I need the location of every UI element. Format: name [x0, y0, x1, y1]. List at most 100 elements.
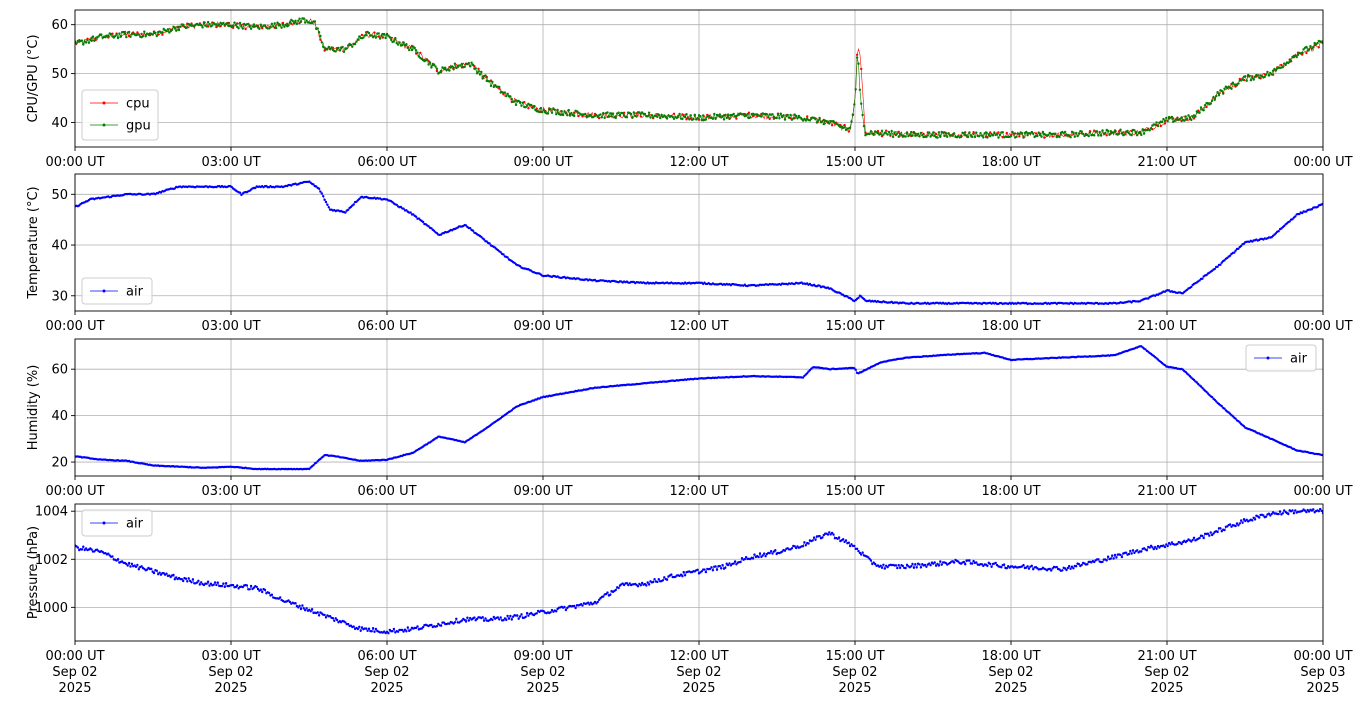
data-point [830, 124, 834, 127]
data-point [97, 35, 100, 38]
data-point [971, 135, 974, 139]
data-point [1120, 132, 1124, 135]
data-point [792, 117, 795, 120]
data-point [136, 563, 139, 567]
data-point [280, 26, 283, 29]
data-point [975, 561, 978, 564]
data-point [1312, 45, 1315, 49]
data-point [288, 600, 292, 604]
data-point [789, 113, 792, 117]
data-point [1176, 542, 1179, 546]
data-point [1305, 510, 1308, 514]
data-point [373, 34, 376, 37]
data-point [893, 131, 896, 134]
data-point [200, 24, 203, 27]
data-point [872, 133, 875, 137]
data-point [910, 130, 913, 134]
data-point [456, 66, 459, 69]
data-point [126, 564, 129, 567]
data-point [972, 559, 975, 563]
data-point [1288, 58, 1291, 61]
data-point [115, 33, 118, 36]
data-point [854, 88, 857, 91]
data-point [657, 113, 660, 117]
data-point [107, 552, 110, 555]
data-point [925, 135, 928, 139]
data-point [419, 51, 422, 55]
data-point [1105, 559, 1108, 562]
x-tick-label: 06:00 UT [357, 155, 416, 170]
data-point [109, 33, 113, 36]
data-point [1163, 119, 1167, 123]
data-point [249, 27, 253, 30]
data-point [352, 625, 355, 628]
data-point [600, 116, 604, 119]
data-point [1138, 132, 1142, 135]
data-point [316, 460, 319, 463]
data-point [252, 586, 256, 589]
data-point [1210, 99, 1214, 103]
data-point [1190, 540, 1193, 543]
data-point [297, 606, 300, 609]
data-point [395, 41, 398, 45]
data-point [270, 22, 274, 25]
data-point [603, 116, 606, 120]
data-point [588, 603, 591, 606]
data-point [1202, 109, 1205, 112]
data-point [782, 114, 785, 117]
data-point [1032, 568, 1035, 571]
data-point [345, 47, 348, 50]
data-point [416, 51, 419, 54]
data-point [918, 563, 921, 566]
data-point [1083, 134, 1086, 138]
data-point [848, 126, 852, 129]
data-point [688, 118, 691, 121]
data-point [1283, 224, 1286, 228]
data-point [1302, 48, 1305, 51]
data-point [947, 132, 950, 135]
data-point [220, 584, 224, 588]
x-tick-label: 00:00 UT Sep 02 2025 [45, 649, 104, 696]
data-point [1069, 136, 1072, 139]
data-point [726, 113, 730, 116]
data-point [1228, 254, 1232, 257]
data-point [251, 25, 254, 28]
data-point [1026, 134, 1029, 137]
data-point [1156, 124, 1160, 128]
data-point [502, 253, 505, 256]
data-point [934, 132, 938, 136]
y-tick-label: 50 [51, 188, 68, 203]
data-point [1036, 134, 1039, 138]
data-point [596, 600, 599, 604]
data-point [1320, 40, 1323, 43]
data-point [1223, 407, 1226, 410]
data-point [735, 117, 738, 120]
data-point [794, 546, 798, 550]
data-point [855, 56, 859, 59]
data-point [513, 100, 516, 103]
data-point [837, 536, 841, 539]
data-point [1278, 510, 1282, 513]
data-point [1009, 134, 1013, 138]
data-point [82, 545, 85, 548]
data-point [248, 588, 251, 591]
data-point [1183, 119, 1186, 122]
data-point [1190, 285, 1193, 289]
x-tick-label: 00:00 UT [1293, 319, 1352, 334]
data-point [980, 134, 984, 137]
data-point [765, 113, 769, 116]
data-point [1142, 132, 1146, 135]
data-point [1234, 417, 1237, 420]
data-point [570, 111, 573, 115]
data-point [1086, 563, 1089, 566]
data-point [161, 31, 164, 34]
data-point [595, 602, 598, 605]
data-point [208, 23, 211, 26]
data-point [492, 85, 495, 89]
data-point [1235, 84, 1239, 87]
data-point [984, 131, 988, 134]
y-tick-label: 50 [51, 67, 68, 82]
data-point [87, 41, 91, 44]
data-point [675, 116, 678, 120]
data-point [850, 120, 853, 123]
